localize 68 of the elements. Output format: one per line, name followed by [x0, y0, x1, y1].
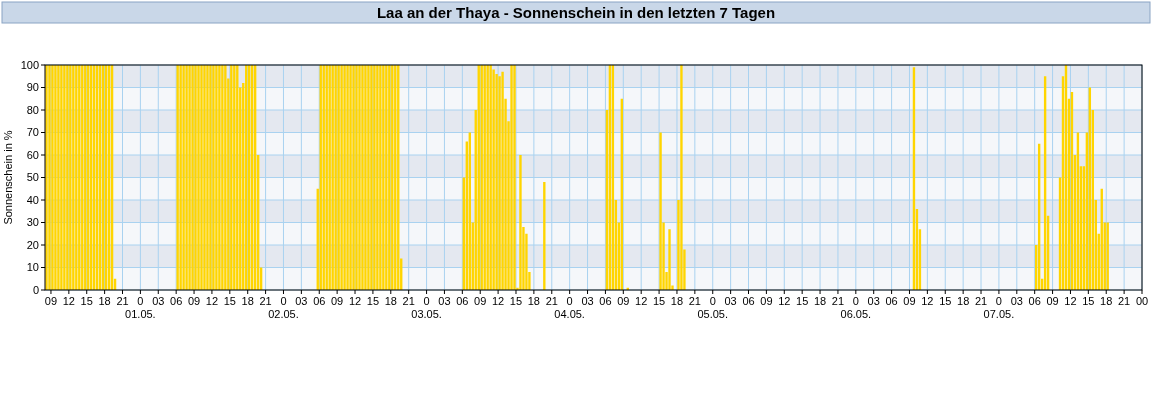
- y-tick-label: 80: [26, 103, 39, 116]
- x-tick-label: 03: [867, 295, 880, 307]
- y-tick-label: 100: [20, 58, 39, 71]
- x-tick-label: 18: [384, 295, 397, 307]
- y-tick-label: 50: [26, 171, 39, 184]
- x-tick-label: 03: [724, 295, 737, 307]
- x-tick-label: 15: [80, 295, 93, 307]
- x-tick-label: 21: [259, 295, 272, 307]
- x-tick-label: 00: [1135, 295, 1149, 307]
- x-tick-label: 03: [295, 295, 308, 307]
- x-tick-label: 15: [652, 295, 666, 307]
- x-tick-label: 21: [545, 295, 558, 307]
- y-tick-label: 90: [26, 81, 39, 94]
- x-tick-label: 12: [205, 295, 219, 307]
- x-tick-label: 03: [1010, 295, 1023, 307]
- x-tick-label: 09: [1046, 295, 1059, 307]
- x-tick-label: 21: [974, 295, 988, 307]
- x-tick-label: 21: [688, 295, 701, 307]
- x-tick-label: 06: [885, 295, 898, 307]
- x-tick-label: 21: [1117, 295, 1131, 307]
- x-tick-label: 18: [1100, 295, 1113, 307]
- x-tick-label: 06: [599, 295, 612, 307]
- y-axis-title: Sonnenschein in %: [2, 130, 14, 225]
- x-tick-label: 12: [921, 295, 934, 307]
- x-tick-label: 18: [813, 295, 827, 307]
- x-tick-label: 03: [152, 295, 165, 307]
- y-tick-label: 20: [26, 238, 39, 251]
- x-tick-label: 15: [796, 295, 809, 307]
- x-tick-label: 18: [98, 295, 111, 307]
- x-tick-label: 09: [617, 295, 630, 307]
- x-tick-label: 15: [223, 295, 236, 307]
- x-tick-label: 18: [957, 295, 970, 307]
- x-tick-label: 06: [313, 295, 326, 307]
- y-tick-label: 40: [26, 193, 39, 206]
- x-tick-label: 15: [1082, 295, 1095, 307]
- x-tick-label: 06: [742, 295, 755, 307]
- x-tick-label: 06: [170, 295, 183, 307]
- x-tick-label: 12: [491, 295, 505, 307]
- x-tick-label: 18: [670, 295, 684, 307]
- x-tick-label: 21: [116, 295, 129, 307]
- x-tick-label: 12: [348, 295, 362, 307]
- x-tick-label: 18: [241, 295, 254, 307]
- x-tick-label: 09: [474, 295, 487, 307]
- x-tick-label: 21: [402, 295, 415, 307]
- x-tick-label: 15: [366, 295, 380, 307]
- y-tick-label: 70: [26, 126, 39, 139]
- x-tick-label: 12: [778, 295, 791, 307]
- x-tick-label: 09: [903, 295, 916, 307]
- x-tick-label: 12: [62, 295, 75, 307]
- y-tick-label: 0: [32, 283, 39, 296]
- y-tick-label: 30: [26, 216, 39, 229]
- x-tick-label: 12: [635, 295, 648, 307]
- x-tick-label: 15: [509, 295, 523, 307]
- x-tick-label: 12: [1064, 295, 1077, 307]
- x-tick-label: 03: [581, 295, 594, 307]
- x-tick-label: 06: [1028, 295, 1041, 307]
- y-tick-label: 60: [26, 148, 39, 161]
- x-tick-label: 15: [939, 295, 952, 307]
- x-tick-label: 18: [527, 295, 541, 307]
- x-tick-label: 21: [831, 295, 845, 307]
- x-tick-label: 09: [331, 295, 344, 307]
- x-tick-label: 06: [456, 295, 469, 307]
- x-tick-label: 09: [44, 295, 58, 307]
- y-tick-label: 10: [26, 261, 39, 274]
- x-tick-label: 09: [187, 295, 201, 307]
- x-tick-label: 09: [760, 295, 773, 307]
- x-tick-label: 03: [438, 295, 451, 307]
- chart-title: Laa an der Thaya - Sonnenschein in den letzten 7 Tagen: [376, 4, 776, 21]
